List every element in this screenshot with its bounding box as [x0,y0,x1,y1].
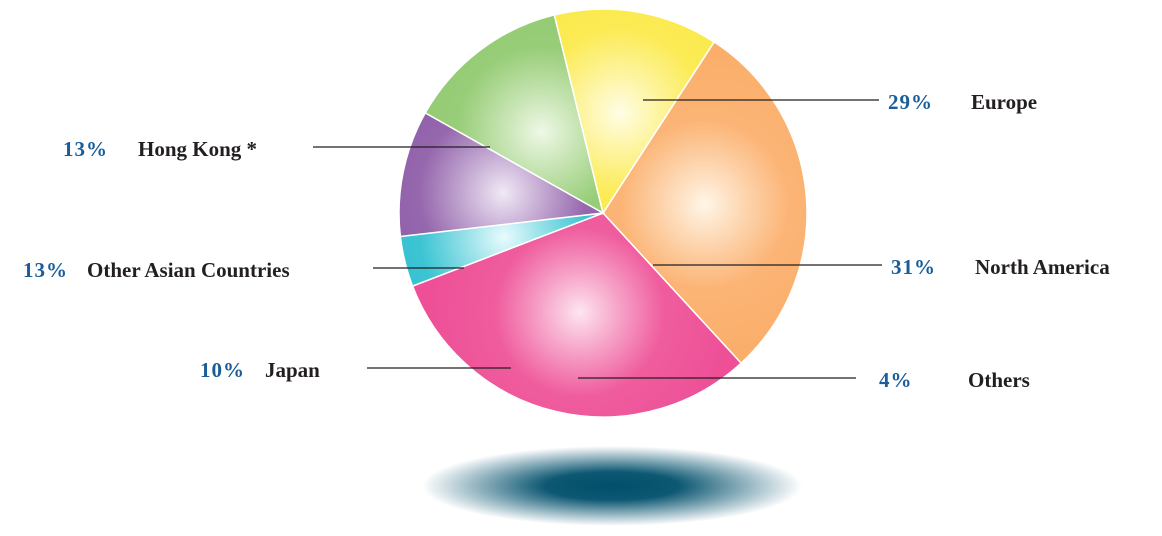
pie-slice-europe [602,40,808,365]
percent-label-europe: 29% [888,90,933,114]
percent-label-japan: 10% [200,358,245,382]
category-label-others: Others [968,368,1030,392]
percent-label-other-asian-countries: 13% [23,258,68,282]
pie-slice-hong-kong [553,8,716,215]
category-label-hong-kong: Hong Kong * [138,137,257,161]
category-label-europe: Europe [971,90,1037,114]
pie-slice-north-america [411,212,743,418]
percent-label-north-america: 31% [891,255,936,279]
pie-slice-japan [398,111,606,238]
pie-slice-other-asian-countries [424,13,605,215]
pie-shadow [422,446,802,526]
percent-label-others: 4% [879,368,913,392]
percent-label-hong-kong: 13% [63,137,108,161]
category-label-other-asian-countries: Other Asian Countries [87,258,290,282]
category-label-north-america: North America [975,255,1110,279]
category-label-japan: Japan [265,358,320,382]
